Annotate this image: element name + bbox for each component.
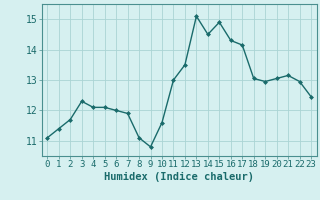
- X-axis label: Humidex (Indice chaleur): Humidex (Indice chaleur): [104, 172, 254, 182]
